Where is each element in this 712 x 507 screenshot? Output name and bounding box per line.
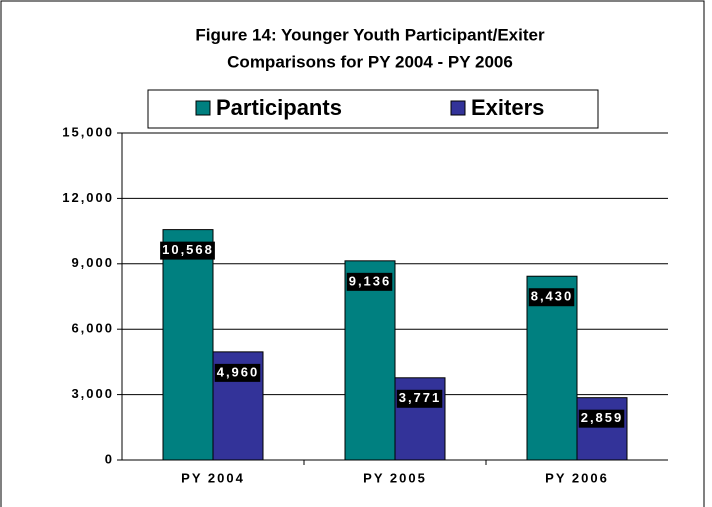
value-label-bg (396, 389, 443, 408)
y-tick-label: 9,000 (71, 255, 114, 270)
value-label: 3,771 (399, 390, 442, 405)
value-label-bg (528, 288, 575, 307)
value-label-bg (578, 409, 625, 428)
legend-label: Participants (216, 95, 342, 120)
x-tick-label: PY 2006 (545, 470, 609, 485)
value-label-bg (346, 272, 393, 291)
value-label: 4,960 (217, 364, 260, 379)
value-label: 2,859 (581, 410, 624, 425)
legend-box (147, 89, 599, 129)
bar (576, 397, 628, 461)
y-tick-label: 6,000 (71, 321, 114, 336)
x-tick-label: PY 2004 (181, 470, 245, 485)
value-label: 8,430 (531, 289, 574, 304)
legend-swatch (450, 100, 466, 116)
chart-title: Figure 14: Younger Youth Participant/Exi… (195, 25, 545, 44)
x-tick-label: PY 2005 (363, 470, 427, 485)
y-tick-label: 0 (105, 451, 114, 466)
chart-subtitle: Comparisons for PY 2004 - PY 2006 (227, 52, 513, 71)
legend-swatch (195, 100, 211, 116)
bar (344, 260, 396, 461)
value-label-bg (160, 241, 215, 260)
value-label: 10,568 (162, 242, 214, 257)
value-label-bg (214, 363, 261, 382)
y-tick-label: 12,000 (62, 190, 114, 205)
bar (526, 275, 578, 461)
y-tick-label: 3,000 (71, 386, 114, 401)
value-label: 9,136 (349, 273, 392, 288)
y-tick-label: 15,000 (62, 124, 114, 139)
legend-label: Exiters (471, 95, 544, 120)
bar (162, 229, 214, 461)
